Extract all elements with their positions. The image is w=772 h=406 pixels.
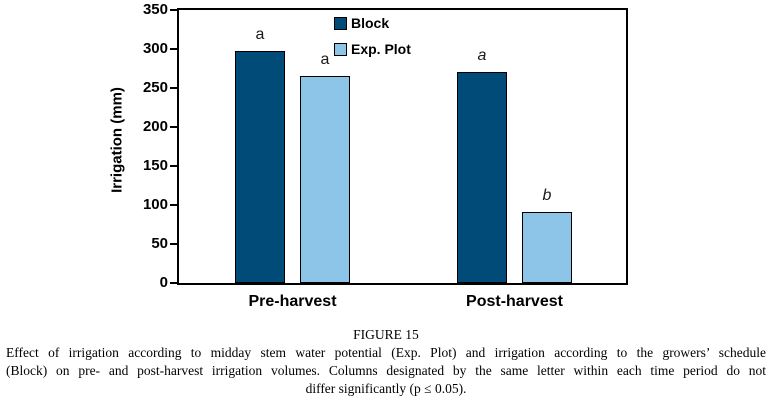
legend-label: Exp. Plot — [351, 41, 411, 57]
y-tick-label: 100 — [142, 196, 168, 213]
bar-exp-plot-pre-harvest — [300, 76, 350, 283]
figure-caption: FIGURE 15 Effect of irrigation according… — [0, 326, 772, 398]
significance-letter: a — [320, 51, 330, 69]
legend: Block Exp. Plot — [334, 10, 411, 62]
category-label-post-harvest: Post-harvest — [466, 293, 563, 310]
significance-letter: b — [542, 187, 552, 205]
legend-swatch-icon — [334, 42, 347, 56]
bar-exp-plot-post-harvest — [522, 212, 572, 283]
y-tick-mark — [170, 204, 177, 206]
significance-letter: a — [255, 26, 265, 44]
y-tick-label: 200 — [142, 118, 168, 135]
figure-label: FIGURE 15 — [353, 327, 419, 342]
y-tick-mark — [170, 282, 177, 284]
y-tick-label: 50 — [151, 235, 168, 252]
y-tick-mark — [170, 126, 177, 128]
legend-label: Block — [351, 15, 390, 31]
bar-chart: Irrigation (mm) a a a b Block Exp. Plot 350 30… — [108, 1, 628, 310]
legend-swatch-icon — [334, 16, 347, 30]
legend-item-exp-plot: Exp. Plot — [334, 36, 411, 62]
y-tick-label: 250 — [142, 79, 168, 96]
y-tick-mark — [170, 48, 177, 50]
y-tick-mark — [170, 9, 177, 11]
y-axis-title-text: Irrigation (mm) — [108, 87, 126, 193]
bar-block-post-harvest — [457, 71, 507, 283]
y-tick-label: 350 — [142, 1, 168, 18]
y-tick-label: 150 — [142, 157, 168, 174]
bar-block-pre-harvest — [235, 51, 285, 283]
y-tick-label: 300 — [142, 40, 168, 57]
caption-line-1: Effect of irrigation according to midday… — [6, 345, 766, 360]
legend-item-block: Block — [334, 10, 411, 36]
y-tick-mark — [170, 243, 177, 245]
y-tick-mark — [170, 87, 177, 89]
category-label-pre-harvest: Pre-harvest — [248, 293, 337, 310]
caption-line-2: (Block) on pre- and post-harvest irrigat… — [6, 363, 766, 378]
y-tick-mark — [170, 165, 177, 167]
significance-letter: a — [477, 46, 487, 64]
caption-line-3: differ significantly (p ≤ 0.05). — [305, 381, 467, 396]
y-tick-label: 0 — [159, 274, 168, 291]
plot-area: a a a b Block Exp. Plot — [177, 8, 628, 285]
